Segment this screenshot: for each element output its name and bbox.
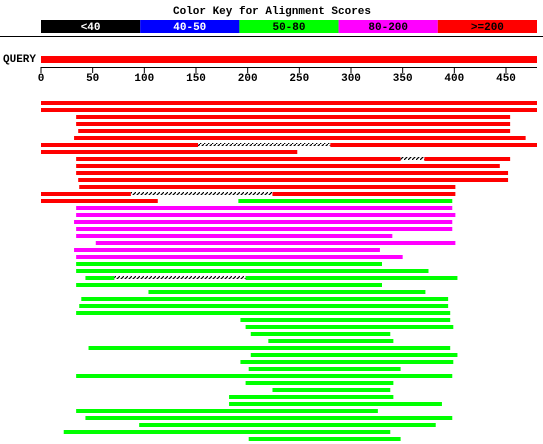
- alignment-segment: [76, 311, 451, 315]
- x-tick-label: 200: [238, 73, 258, 85]
- key-swatch: [41, 20, 141, 33]
- alignment-segment: [79, 304, 449, 308]
- alignment-segment: [41, 108, 537, 112]
- alignment-segment: [88, 346, 451, 350]
- alignment-segment: [250, 332, 391, 336]
- alignment-segment: [229, 402, 442, 406]
- key-label: <40: [81, 22, 101, 34]
- alignment-segment: [76, 227, 453, 231]
- alignment-segment: [76, 115, 511, 119]
- alignment-segment: [245, 276, 458, 280]
- alignment-segment: [85, 416, 453, 420]
- x-tick-label: 250: [289, 73, 309, 85]
- alignment-segment: [245, 325, 454, 329]
- alignment-segment: [76, 234, 393, 238]
- alignment-segment: [250, 353, 458, 357]
- alignment-segment: [76, 409, 378, 413]
- alignment-segment: [63, 430, 391, 434]
- x-tick-label: 50: [86, 73, 99, 85]
- key-swatch: [437, 20, 537, 33]
- key-label: 50-80: [272, 22, 305, 34]
- alignment-segment: [240, 318, 451, 322]
- alignment-segment: [76, 171, 509, 175]
- alignment-segment: [148, 290, 426, 294]
- alignment-segment: [76, 374, 453, 378]
- alignment-segment: [240, 360, 454, 364]
- key-swatch: [239, 20, 339, 33]
- x-tick-label: 350: [393, 73, 413, 85]
- alignment-segment: [76, 157, 401, 161]
- alignment-segment: [79, 185, 456, 189]
- alignment-segment: [74, 136, 526, 140]
- alignment-segment: [330, 143, 537, 147]
- alignment-segment: [41, 150, 298, 154]
- key-swatch: [140, 20, 240, 33]
- alignment-segment: [41, 101, 537, 105]
- alignment-segment: [76, 122, 511, 126]
- alignment-segment: [41, 192, 131, 196]
- alignment-segment: [78, 129, 511, 133]
- chart-title: Color Key for Alignment Scores: [173, 6, 371, 18]
- alignment-segment: [272, 192, 456, 196]
- alignment-segment: [78, 178, 509, 182]
- alignment-segment: [85, 276, 115, 280]
- alignment-segment: [41, 199, 158, 203]
- alignment-segment: [238, 199, 453, 203]
- alignment-segment: [41, 143, 199, 147]
- x-tick-label: 400: [444, 73, 464, 85]
- alignment-segment: [424, 157, 511, 161]
- alignment-segment: [76, 283, 382, 287]
- alignment-gap: [198, 143, 331, 146]
- alignment-segment: [139, 423, 436, 427]
- x-tick-label: 0: [38, 73, 45, 85]
- x-tick-label: 300: [341, 73, 361, 85]
- alignment-segment: [272, 388, 391, 392]
- alignment-segment: [76, 206, 453, 210]
- key-label: >=200: [471, 22, 504, 34]
- alignment-gap: [400, 157, 425, 160]
- alignment-segment: [268, 339, 394, 343]
- alignment-segment: [229, 395, 394, 399]
- alignment-segment: [74, 248, 380, 252]
- alignment-segment: [248, 367, 401, 371]
- alignment-segment: [248, 437, 401, 441]
- alignment-segment: [76, 164, 500, 168]
- alignment-segment: [81, 297, 449, 301]
- alignment-segment: [76, 255, 403, 259]
- query-label: QUERY: [3, 54, 36, 66]
- alignment-segment: [76, 269, 429, 273]
- alignment-gap: [114, 276, 246, 279]
- alignment-segment: [245, 381, 394, 385]
- alignment-segment: [76, 213, 456, 217]
- key-label: 80-200: [368, 22, 408, 34]
- alignment-segment: [74, 220, 453, 224]
- x-tick-label: 100: [134, 73, 154, 85]
- alignment-gap: [130, 192, 273, 195]
- key-swatch: [338, 20, 438, 33]
- x-tick-label: 150: [186, 73, 206, 85]
- x-tick-label: 450: [496, 73, 516, 85]
- alignment-segment: [76, 262, 382, 266]
- alignment-segment: [95, 241, 456, 245]
- key-label: 40-50: [173, 22, 206, 34]
- query-bar: [41, 56, 537, 63]
